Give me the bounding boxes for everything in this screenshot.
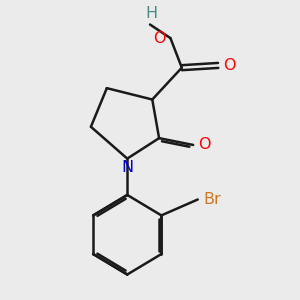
Text: O: O <box>198 137 210 152</box>
Text: O: O <box>153 31 166 46</box>
Text: H: H <box>145 6 157 21</box>
Text: N: N <box>121 160 133 175</box>
Text: Br: Br <box>203 192 221 207</box>
Text: O: O <box>223 58 235 73</box>
